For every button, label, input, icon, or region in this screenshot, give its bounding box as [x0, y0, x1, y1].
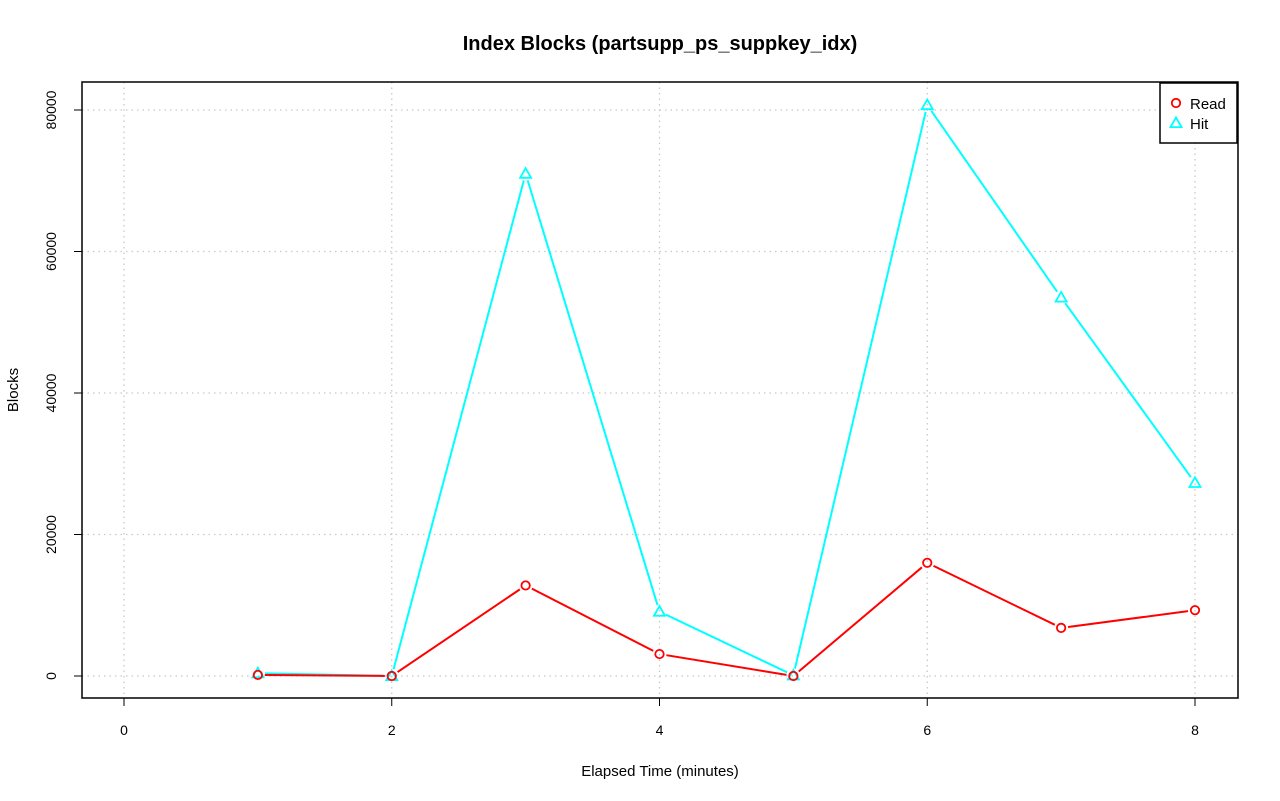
x-tick-label: 4 [656, 722, 664, 738]
grid [82, 82, 1238, 698]
hit-point [1054, 290, 1069, 303]
legend-marker-read [1170, 97, 1182, 109]
read-point [520, 580, 531, 591]
x-tick-label: 6 [923, 722, 931, 738]
legend-read-marker [1170, 97, 1182, 109]
hit-point [652, 604, 667, 617]
hit-line-segment [392, 180, 525, 670]
series-hit [250, 97, 1203, 682]
read-line-segment [396, 588, 521, 673]
read-point [386, 670, 397, 682]
x-tick-label: 0 [120, 722, 128, 738]
legend-label-read: Read [1190, 96, 1226, 113]
x-axis-title: Elapsed Time (minutes) [581, 763, 739, 780]
read-line-segment [264, 673, 385, 677]
axis-ticks: 0 2 4 6 8 0 20000 40000 60000 80000 [43, 90, 1199, 738]
read-point [1189, 605, 1201, 616]
chart-title: Index Blocks (partsupp_ps_suppkey_idx) [463, 33, 858, 55]
legend-hit-marker [1168, 115, 1184, 129]
read-line-segment [666, 654, 787, 676]
read-line-segment [531, 587, 654, 652]
legend-marker-hit [1168, 115, 1184, 129]
read-point [788, 670, 799, 682]
y-axis-title: Blocks [5, 368, 22, 412]
x-tick-label: 8 [1191, 722, 1199, 738]
hit-point [518, 166, 533, 179]
y-tick-label: 60000 [43, 232, 59, 271]
y-tick-label: 0 [43, 672, 59, 680]
read-point [922, 557, 933, 568]
read-point [252, 669, 263, 681]
legend-label-hit: Hit [1190, 116, 1209, 133]
hit-line-segment [665, 613, 788, 674]
hit-line-segment [930, 110, 1058, 293]
hit-line-segment [794, 111, 927, 669]
y-tick-label: 40000 [43, 373, 59, 412]
series-read [252, 557, 1201, 682]
hit-line-segment [526, 180, 659, 606]
hit-point [920, 97, 935, 111]
read-line-segment [798, 566, 923, 673]
read-line-segment [1067, 610, 1189, 628]
y-tick-label: 80000 [43, 90, 59, 129]
x-tick-label: 2 [388, 722, 396, 738]
y-tick-label: 20000 [43, 515, 59, 554]
series-group [250, 97, 1203, 682]
read-point [654, 648, 665, 660]
hit-line-segment [1064, 302, 1192, 478]
legend: Read Hit [1159, 82, 1238, 144]
read-line-segment [933, 564, 1056, 626]
legend-box [1159, 82, 1238, 144]
read-point [1056, 622, 1067, 633]
hit-point [1187, 475, 1203, 488]
